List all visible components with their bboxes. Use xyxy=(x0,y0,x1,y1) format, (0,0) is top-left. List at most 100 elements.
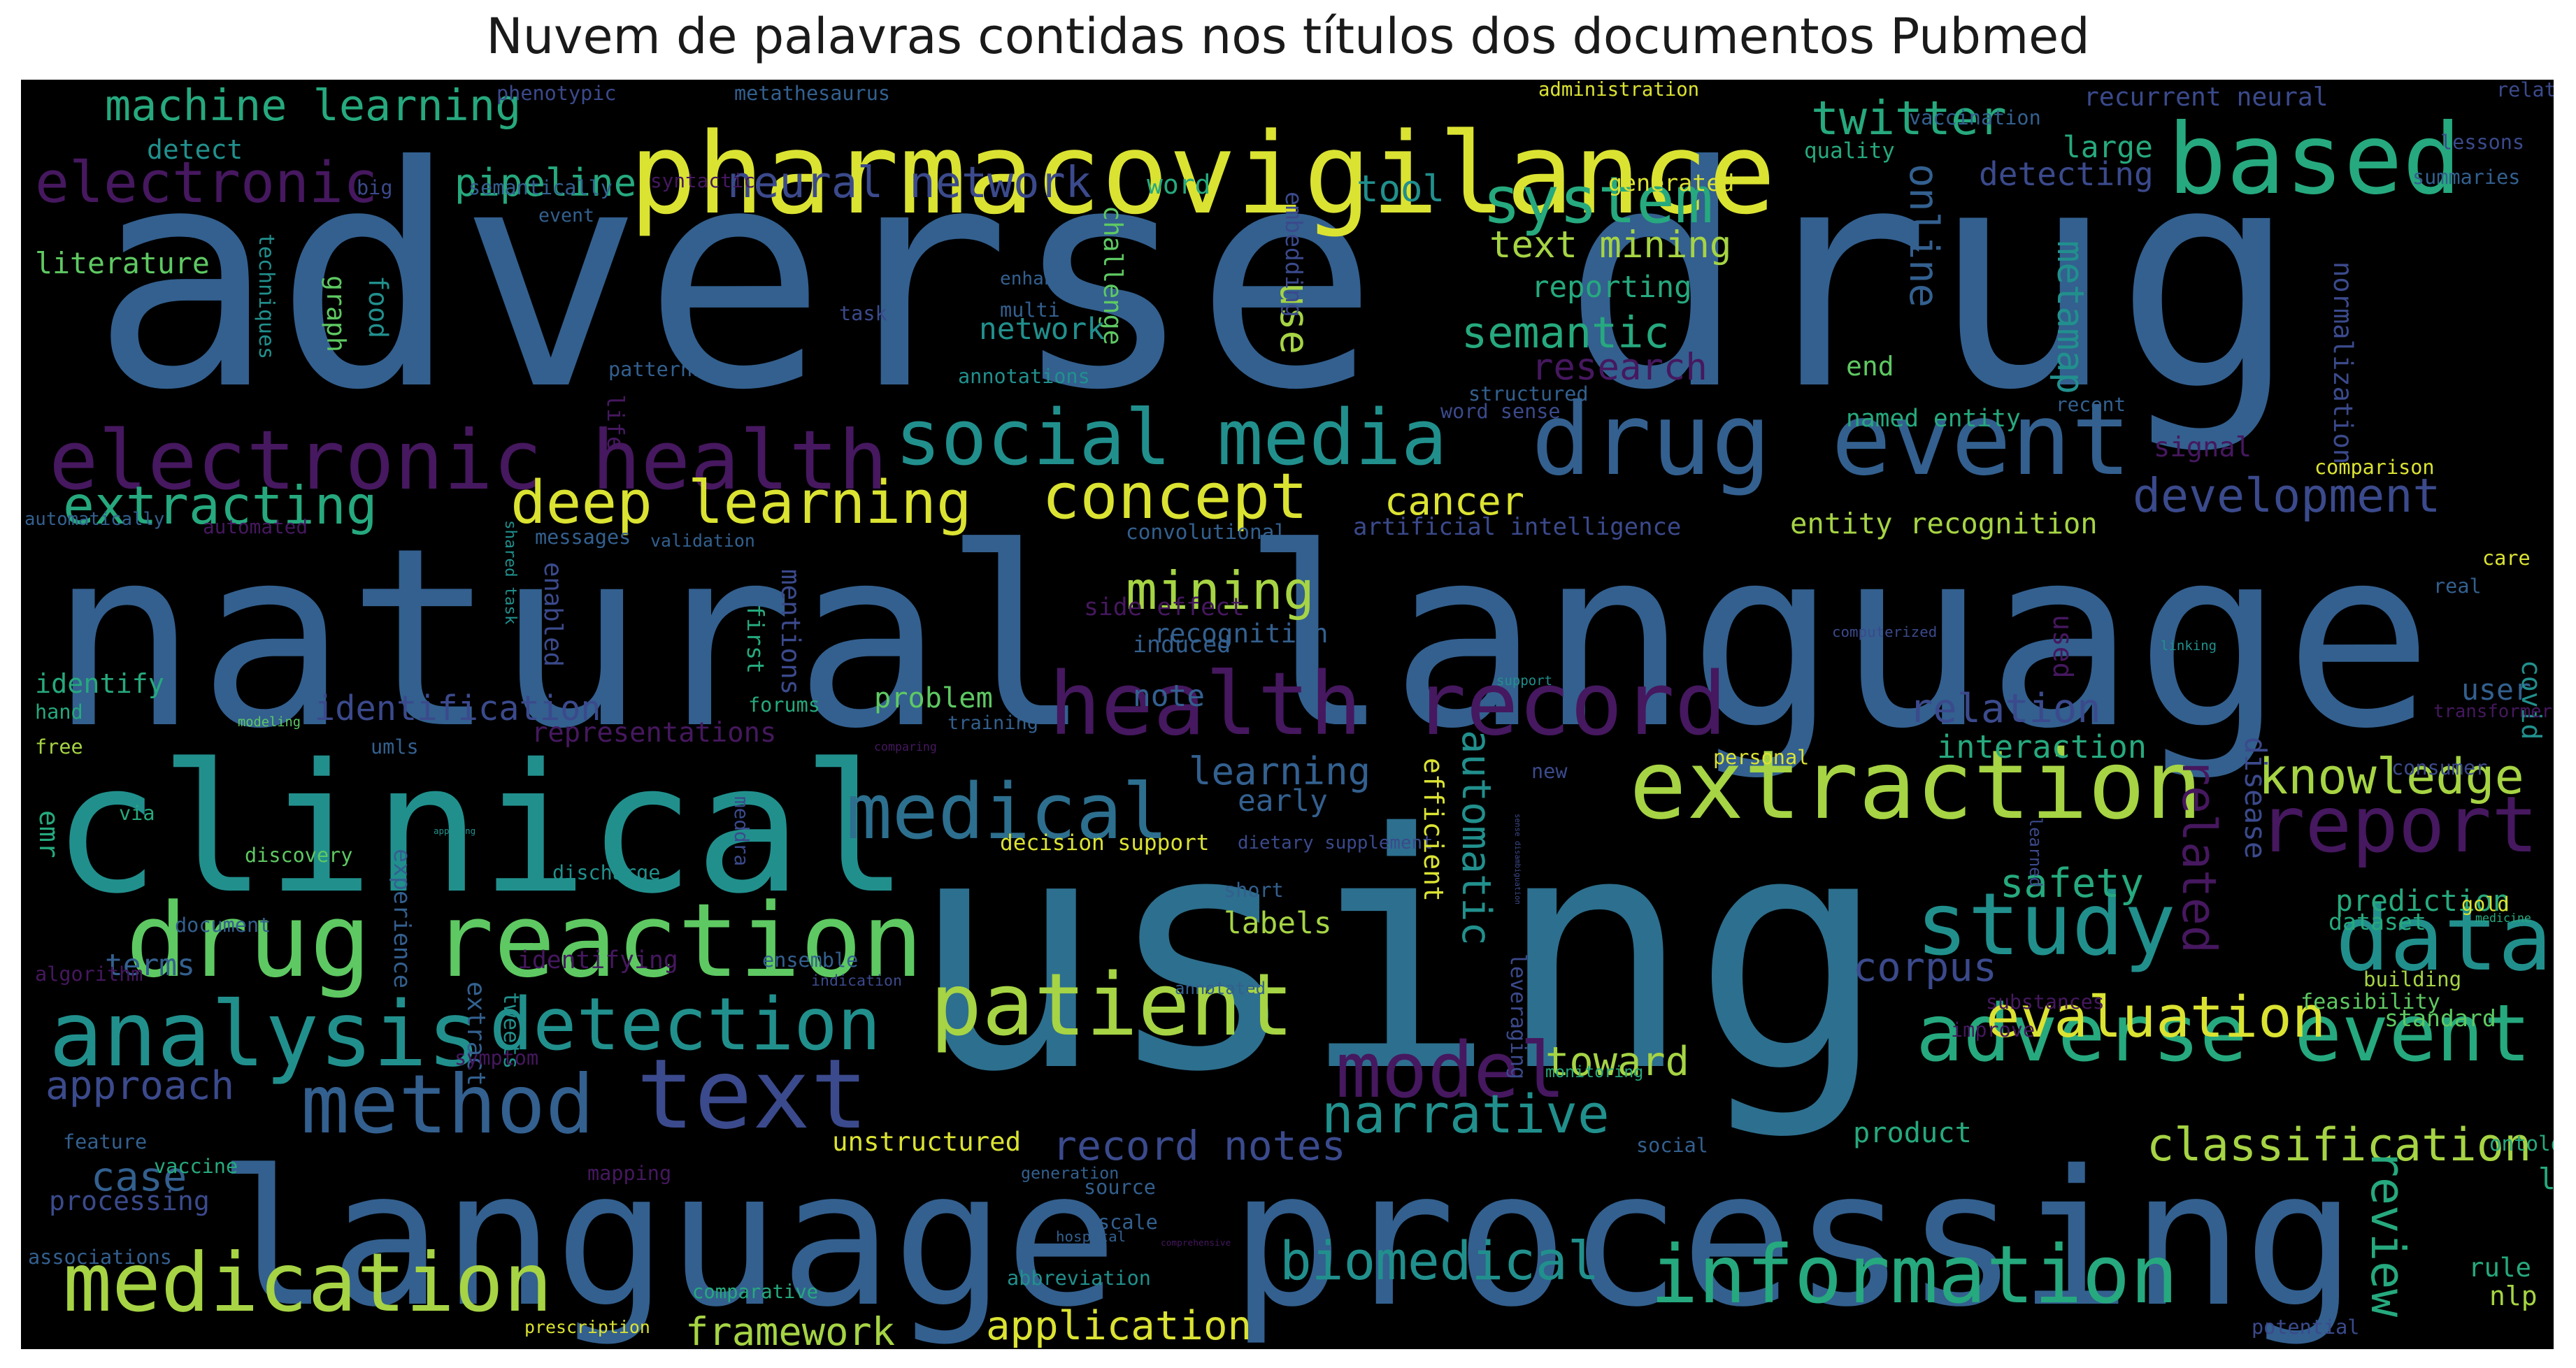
word-monitoring: monitoring xyxy=(1545,1063,1644,1082)
word-terms: terms xyxy=(105,948,195,984)
word-patterns: patterns xyxy=(608,357,705,381)
word-labeling: labeling xyxy=(2538,1161,2554,1196)
word-metamap: metamap xyxy=(2049,240,2091,394)
word-social: social xyxy=(1636,1133,1708,1157)
word-dataset: dataset xyxy=(2328,908,2426,936)
word-twitter: twitter xyxy=(1811,90,2007,145)
word-leveraging: leveraging xyxy=(1505,953,1530,1079)
word-semantic: semantic xyxy=(1461,307,1670,358)
word-identify: identify xyxy=(35,668,164,700)
word-identifying: identifying xyxy=(517,946,678,974)
word-syntactic: syntactic xyxy=(650,169,756,193)
word-network: network xyxy=(979,312,1105,347)
word-comparative: comparative xyxy=(692,1281,819,1304)
word-large: large xyxy=(2063,130,2153,166)
word-multi: multi xyxy=(1000,298,1060,322)
word-consumer: consumer xyxy=(2391,756,2488,779)
word-automatically: automatically xyxy=(24,509,165,531)
word-identification: identification xyxy=(315,689,601,728)
word-linking: linking xyxy=(2161,638,2217,654)
word-case: case xyxy=(91,1153,187,1200)
word-language-processing: language processing xyxy=(217,1131,2356,1349)
word-graph: graph xyxy=(321,275,352,352)
word-patient: patient xyxy=(930,955,1294,1056)
word-improve: improve xyxy=(1951,1018,2035,1042)
word-knowledge: knowledge xyxy=(2259,748,2524,806)
word-hand: hand xyxy=(35,700,83,723)
figure-title: Nuvem de palavras contidas nos títulos d… xyxy=(486,8,2090,65)
word-deep-learning: deep learning xyxy=(510,468,972,537)
word-problem: problem xyxy=(874,681,993,714)
word-mining: mining xyxy=(1126,561,1315,622)
word-method: method xyxy=(301,1058,595,1153)
word-corpus: corpus xyxy=(1853,944,1997,991)
word-feasibility: feasibility xyxy=(2300,989,2440,1014)
word-ontology: ontology xyxy=(2489,1132,2554,1155)
word-relation: relation xyxy=(1909,685,2101,732)
word-phenotypic: phenotypic xyxy=(496,81,617,105)
word-metathesaurus: metathesaurus xyxy=(734,81,891,105)
word-covid: covid xyxy=(2516,660,2547,740)
word-natural-language: natural language xyxy=(49,495,2434,783)
word-sense-disambiguation: sense disambiguation xyxy=(1513,814,1523,905)
word-analysis: analysis xyxy=(49,983,481,1088)
word-first: first xyxy=(741,604,769,674)
word-unstructured: unstructured xyxy=(832,1126,1022,1158)
word-vaccination: vaccination xyxy=(1909,106,2041,129)
word-administration: administration xyxy=(1538,80,1700,101)
word-abbreviation: abbreviation xyxy=(1007,1266,1151,1290)
word-signal: signal xyxy=(2154,432,2252,464)
word-hospital: hospital xyxy=(1056,1227,1126,1245)
word-system: system xyxy=(1482,162,1714,238)
word-disease: disease xyxy=(2238,737,2273,859)
word-free: free xyxy=(35,735,83,758)
word-structured: structured xyxy=(1468,382,1589,405)
word-semantically: semantically xyxy=(468,175,613,199)
word-feature: feature xyxy=(63,1130,148,1153)
word-via: via xyxy=(119,801,155,825)
word-substances: substances xyxy=(1986,990,2105,1014)
word-document: document xyxy=(175,913,271,937)
word-artificial-intelligence: artificial intelligence xyxy=(1353,513,1682,540)
word-pipeline: pipeline xyxy=(455,160,637,205)
word-representations: representations xyxy=(531,717,777,749)
word-rule: rule xyxy=(2468,1252,2532,1283)
word-embedding: embedding xyxy=(1280,192,1308,317)
word-text: text xyxy=(636,1038,868,1151)
word-clinical: clinical xyxy=(52,726,909,933)
word-short: short xyxy=(1224,878,1284,902)
word-based: based xyxy=(2168,103,2461,217)
word-using: using xyxy=(909,763,1889,1143)
word-drug-reaction: drug reaction xyxy=(126,881,924,1000)
word-adverse-event: adverse event xyxy=(1916,987,2531,1079)
word-extract: extract xyxy=(461,981,490,1086)
word-umls: umls xyxy=(371,735,419,758)
word-computerized: computerized xyxy=(1832,623,1938,640)
word-experience: experience xyxy=(388,849,416,988)
word-food: food xyxy=(362,275,394,339)
word-indication: indication xyxy=(811,972,903,991)
word-development: development xyxy=(2133,468,2441,523)
word-generated: generated xyxy=(1608,168,1735,196)
word-new: new xyxy=(1531,759,1568,783)
word-induced: induced xyxy=(1133,630,1231,658)
word-framework: framework xyxy=(685,1309,896,1349)
word-vaccine: vaccine xyxy=(154,1154,238,1178)
word-forums: forums xyxy=(748,693,820,717)
word-normalization: normalization xyxy=(2327,261,2358,465)
word-potential: potential xyxy=(2252,1315,2360,1339)
word-efficient: efficient xyxy=(1418,758,1449,902)
word-detect: detect xyxy=(147,134,243,165)
word-real: real xyxy=(2433,574,2482,598)
word-building: building xyxy=(2363,967,2462,991)
word-cloud-canvas: adverse drug natural language using languag… xyxy=(21,80,2554,1349)
word-big: big xyxy=(357,175,393,199)
word-electronic-health: electronic health xyxy=(49,412,888,509)
word-meddra: meddra xyxy=(729,796,753,867)
word-early: early xyxy=(1238,784,1328,819)
word-medical: medical xyxy=(846,767,1168,856)
word-relationship: relationship xyxy=(2496,80,2554,101)
word-discharge: discharge xyxy=(552,861,661,884)
word-concept: concept xyxy=(1042,460,1308,534)
word-convolutional: convolutional xyxy=(1126,519,1287,544)
